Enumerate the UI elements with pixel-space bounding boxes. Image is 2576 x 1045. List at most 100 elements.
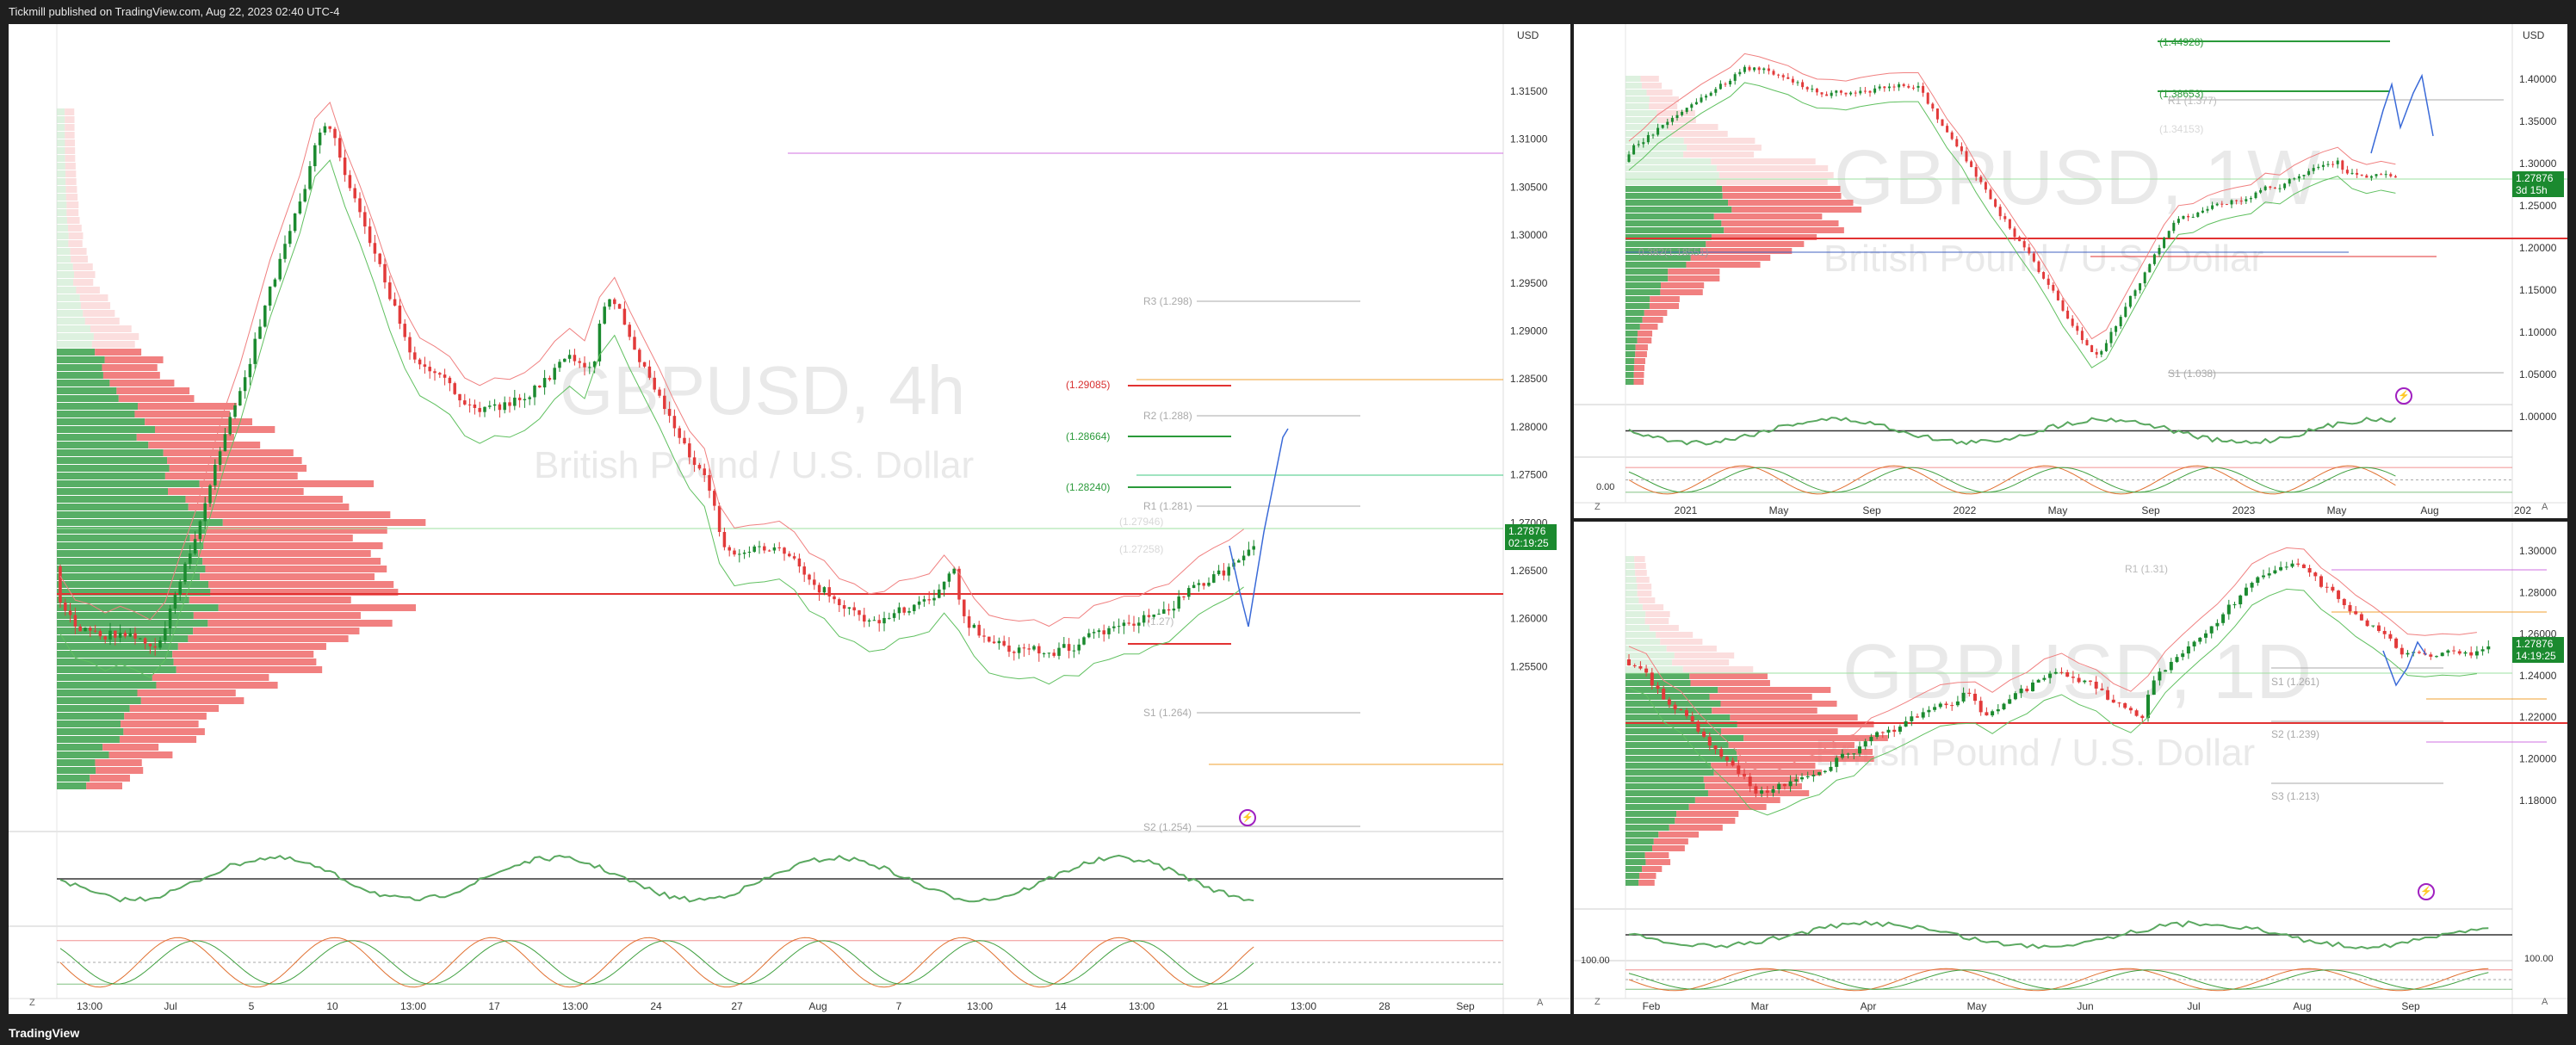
candle	[139, 638, 142, 640]
candle	[653, 377, 656, 390]
candle	[1950, 705, 1954, 707]
volume-profile-buy	[57, 519, 223, 526]
volume-profile-buy	[1625, 138, 1684, 144]
chart-canvas-1w[interactable]: 1.40000 1.35000 1.30000 1.25000 1.20000 1.150…	[1574, 24, 2567, 518]
volume-profile-buy	[1625, 570, 1636, 576]
candle	[1087, 633, 1091, 638]
price-tick: 1.40000	[2519, 73, 2557, 85]
candle	[2307, 567, 2312, 573]
candle	[1892, 729, 1897, 733]
candle	[678, 428, 681, 438]
stoch-d	[59, 940, 1254, 985]
level-top: (1.44928)	[2159, 36, 2204, 48]
time-tick: 2022	[1954, 504, 1977, 516]
time-tick: Sep	[1862, 504, 1881, 516]
price-tick: 1.26500	[1510, 565, 1548, 577]
price-tick: 1.20000	[2519, 242, 2557, 254]
candle	[1917, 85, 1920, 88]
candle	[388, 282, 392, 300]
candle	[2042, 272, 2046, 279]
volume-profile-sell	[210, 589, 399, 596]
events-icon[interactable]: ⚡	[2418, 883, 2435, 900]
chart-panel-1w[interactable]: GBPUSD, 1W British Pound / U.S. Dollar 1…	[1574, 24, 2567, 518]
candle	[2256, 577, 2260, 584]
chart-panel-4h[interactable]: GBPUSD, 4h British Pound / U.S. Dollar 1…	[9, 24, 1570, 1014]
level-s2: S2 (1.239)	[2271, 728, 2320, 740]
zoom-toggle[interactable]: Z	[1595, 502, 1601, 512]
volume-profile-sell	[1656, 632, 1694, 638]
candle	[268, 286, 272, 306]
zoom-toggle[interactable]: Z	[1595, 997, 1601, 1007]
candle	[538, 386, 542, 388]
volume-profile-sell	[1660, 289, 1703, 295]
chart-panel-1d[interactable]: GBPUSD, 1D British Pound / U.S. Dollar 1…	[1574, 522, 2567, 1014]
volume-profile-sell	[65, 155, 76, 162]
candle	[1892, 86, 1896, 88]
candle	[338, 138, 342, 158]
price-tick: 1.05000	[2519, 368, 2557, 380]
candle	[1794, 779, 1799, 782]
volume-profile-buy	[57, 558, 203, 565]
price-tick: 1.26000	[1510, 613, 1548, 625]
events-icon[interactable]: ⚡	[2395, 387, 2412, 405]
volume-profile-buy	[57, 728, 124, 735]
candle	[393, 299, 397, 306]
candle	[967, 615, 971, 628]
volume-profile-sell	[91, 341, 135, 348]
volume-profile-buy	[1625, 96, 1650, 102]
volume-profile-sell	[1649, 96, 1679, 102]
candle	[2446, 650, 2450, 653]
candle	[2052, 284, 2055, 291]
volume-profile-sell	[1633, 379, 1644, 385]
volume-profile-buy	[1625, 604, 1643, 610]
candle	[2019, 689, 2023, 694]
events-icon[interactable]: ⚡	[1239, 809, 1256, 826]
volume-profile-sell	[116, 387, 190, 394]
auto-scale-toggle[interactable]: A	[1537, 998, 1544, 1008]
zoom-toggle[interactable]: Z	[29, 998, 35, 1008]
candle	[1694, 102, 1698, 105]
volume-profile-buy	[1625, 310, 1644, 316]
volume-profile-sell	[1713, 770, 1823, 776]
candle	[398, 306, 402, 325]
candle	[2077, 677, 2081, 683]
time-tick: 2021	[1675, 504, 1698, 516]
candle	[2196, 212, 2200, 217]
time-tick: Apr	[1861, 1000, 1877, 1012]
candle	[463, 400, 467, 405]
tradingview-logo[interactable]: TradingView	[9, 1026, 80, 1040]
time-tick: Aug	[2420, 504, 2438, 516]
candle	[1823, 770, 1827, 773]
time-tick: 21	[1217, 1000, 1229, 1012]
price-tick: 1.28500	[1510, 373, 1548, 385]
price-value: 1.27876	[2516, 172, 2554, 184]
candle	[288, 231, 292, 244]
price-label: 1.27876 14:19:25	[2512, 637, 2564, 663]
price-tick: 1.29000	[1510, 325, 1548, 337]
candle	[1907, 85, 1910, 88]
candle	[952, 568, 956, 574]
candle	[1922, 85, 1925, 93]
volume-profile-sell	[65, 163, 76, 170]
volume-profile-buy	[57, 744, 103, 751]
volume-profile-buy	[57, 209, 67, 216]
level-r1: R1 (1.281)	[1143, 500, 1192, 512]
volume-profile-buy	[1625, 625, 1650, 631]
auto-scale-toggle[interactable]: A	[2542, 997, 2548, 1007]
chart-canvas-4h[interactable]: 1.31500 1.31000 1.30500 1.30000 1.29500 1.290…	[9, 24, 1570, 1014]
auto-scale-toggle[interactable]: A	[2542, 502, 2548, 512]
time-tick: May	[1769, 504, 1789, 516]
volume-profile-buy	[1625, 193, 1723, 199]
volume-profile-buy	[1625, 852, 1645, 858]
candle	[1815, 89, 1818, 93]
candle	[1646, 134, 1650, 143]
candle	[938, 589, 941, 598]
chart-canvas-1d[interactable]: 1.300001.280001.260001.240001.220001.200…	[1574, 522, 2567, 1014]
volume-profile-buy	[57, 566, 206, 572]
candle	[1666, 121, 1669, 126]
volume-profile-sell	[68, 240, 83, 247]
volume-profile-sell	[1653, 838, 1688, 844]
candle	[752, 546, 756, 553]
candle	[947, 573, 951, 582]
candle	[1846, 753, 1850, 755]
